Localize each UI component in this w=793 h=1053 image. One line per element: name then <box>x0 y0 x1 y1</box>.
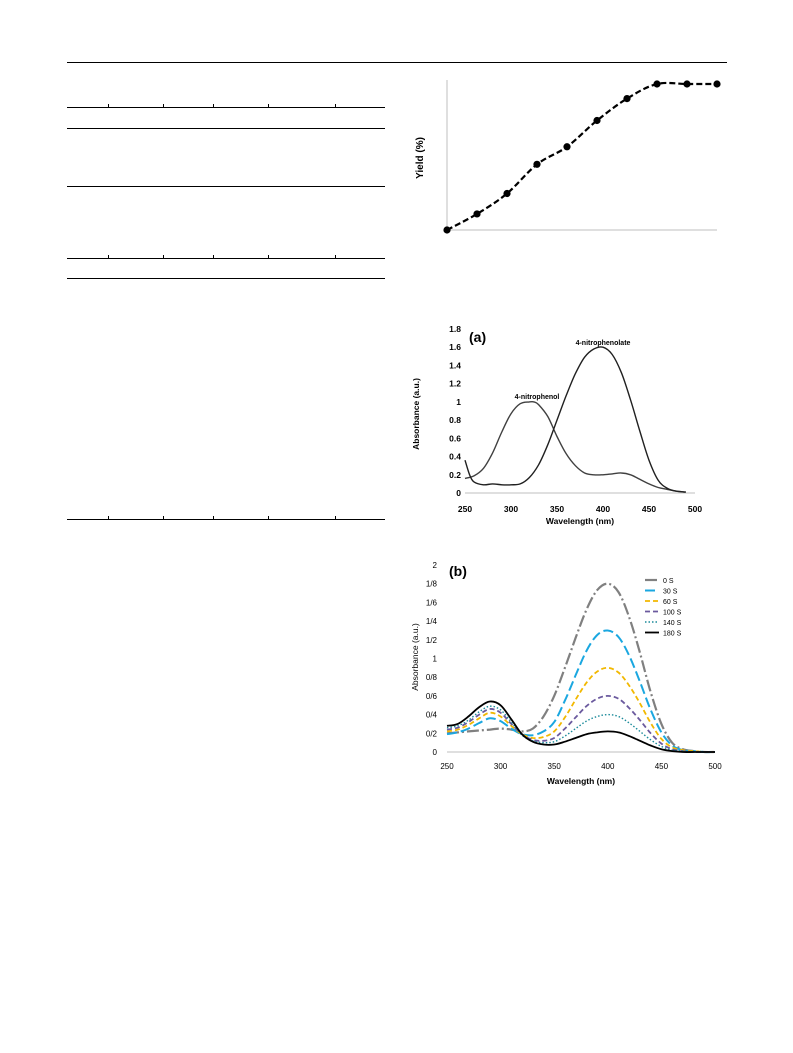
y-axis-label: Absorbance (a.u.) <box>411 378 421 450</box>
y-tick-label: 1/8 <box>426 580 438 589</box>
y-tick-label: 1.4 <box>449 360 461 370</box>
data-point <box>503 189 511 198</box>
y-tick-label: 0.8 <box>449 415 461 425</box>
series-4-nitrophenol-line <box>464 400 686 493</box>
series-line <box>446 700 715 753</box>
y-tick-label: 1/4 <box>426 617 438 626</box>
legend-label: 30 S <box>663 589 678 596</box>
y-axis-label: Yield (%) <box>415 137 426 179</box>
page-header-rule <box>67 62 727 63</box>
legend-label: 140 S <box>663 620 682 627</box>
x-axis-label: Wavelength (nm) <box>546 516 614 526</box>
chart-a: (a) Wavelength (nm) Absorbance (a.u.) 4-… <box>411 324 702 526</box>
series-line <box>446 629 716 754</box>
yield-series-line <box>446 81 717 231</box>
y-tick-label: 0/4 <box>426 711 438 720</box>
y-tick-label: 0.4 <box>449 452 461 462</box>
legend-label: 100 S <box>663 610 682 617</box>
plot-area <box>446 582 716 754</box>
y-tick-label: 1.6 <box>449 342 461 352</box>
y-tick-label: 0 <box>433 748 438 757</box>
y-axis-label: Absorbance (a.u.) <box>410 623 420 691</box>
tick-labels: 250 300 350 400 450 500 0 0/2 0/4 0/6 0/8 1 1/2 1/4 1/… <box>426 561 722 771</box>
panel-label: (b) <box>449 563 467 579</box>
plot-area <box>464 346 686 493</box>
x-tick-label: 350 <box>550 504 564 514</box>
series-line <box>446 705 715 753</box>
table-top-rule <box>67 107 385 108</box>
y-tick-label: 0/6 <box>426 692 438 701</box>
y-tick-label: 1 <box>433 655 438 664</box>
x-tick-label: 300 <box>494 762 508 771</box>
series-line <box>446 694 715 753</box>
data-point <box>593 116 601 125</box>
y-tick-label: 2 <box>433 561 438 570</box>
legend-label: 0 S <box>663 578 674 585</box>
data-point <box>623 95 631 103</box>
x-tick-label: 450 <box>655 762 669 771</box>
table-header-rule <box>67 128 385 129</box>
legend-label: 60 S <box>663 599 678 606</box>
x-tick-label: 350 <box>548 762 562 771</box>
x-tick-label: 250 <box>458 504 472 514</box>
y-tick-label: 1.8 <box>449 324 461 334</box>
series-line <box>446 666 716 753</box>
legend-label: 180 S <box>663 631 682 638</box>
x-tick-label: 300 <box>504 504 518 514</box>
y-tick-label: 1 <box>456 397 461 407</box>
annotation-4-nitrophenol: 4-nitrophenol <box>515 394 560 401</box>
x-tick-label: 400 <box>596 504 610 514</box>
x-tick-label: 500 <box>688 504 702 514</box>
yield-chart: Yield (%) <box>415 80 721 234</box>
table-rule <box>67 278 385 279</box>
chart-b: (b) Wavelength (nm) Absorbance (a.u.) 25… <box>410 561 722 786</box>
y-tick-label: 1/6 <box>426 598 438 607</box>
y-tick-label: 1/2 <box>426 636 438 645</box>
y-tick-label: 0.6 <box>449 433 461 443</box>
y-tick-label: 1.2 <box>449 379 461 389</box>
y-tick-label: 0 <box>456 488 461 498</box>
series-line <box>446 582 716 754</box>
y-tick-label: 0/2 <box>426 729 438 738</box>
tick-labels: 250 300 350 400 450 500 0 0.2 0.4 0.6 0.8 1 1.2 1.4 1.… <box>449 324 702 514</box>
x-tick-label: 400 <box>601 762 615 771</box>
annotation-4-nitrophenolate: 4-nitrophenolate <box>576 340 631 347</box>
data-point <box>563 143 571 151</box>
data-point <box>683 80 691 88</box>
panel-label: (a) <box>469 329 486 345</box>
data-point <box>443 226 451 234</box>
yield-plot <box>443 80 721 234</box>
legend: 0 S 30 S 60 S 100 S 140 S 180 S <box>645 578 682 638</box>
table-rule <box>67 186 385 187</box>
table-rule <box>67 258 385 259</box>
data-point <box>653 80 661 88</box>
data-point <box>533 160 541 168</box>
x-tick-label: 500 <box>708 762 722 771</box>
x-tick-label: 450 <box>642 504 656 514</box>
series-4-nitrophenolate-line <box>464 346 686 493</box>
y-tick-label: 0/8 <box>426 673 438 682</box>
data-point <box>473 210 481 218</box>
y-tick-label: 0.2 <box>449 470 461 480</box>
x-axis-label: Wavelength (nm) <box>547 776 615 786</box>
data-point <box>713 80 721 88</box>
table-bottom-rule <box>67 519 385 520</box>
x-tick-label: 250 <box>440 762 454 771</box>
